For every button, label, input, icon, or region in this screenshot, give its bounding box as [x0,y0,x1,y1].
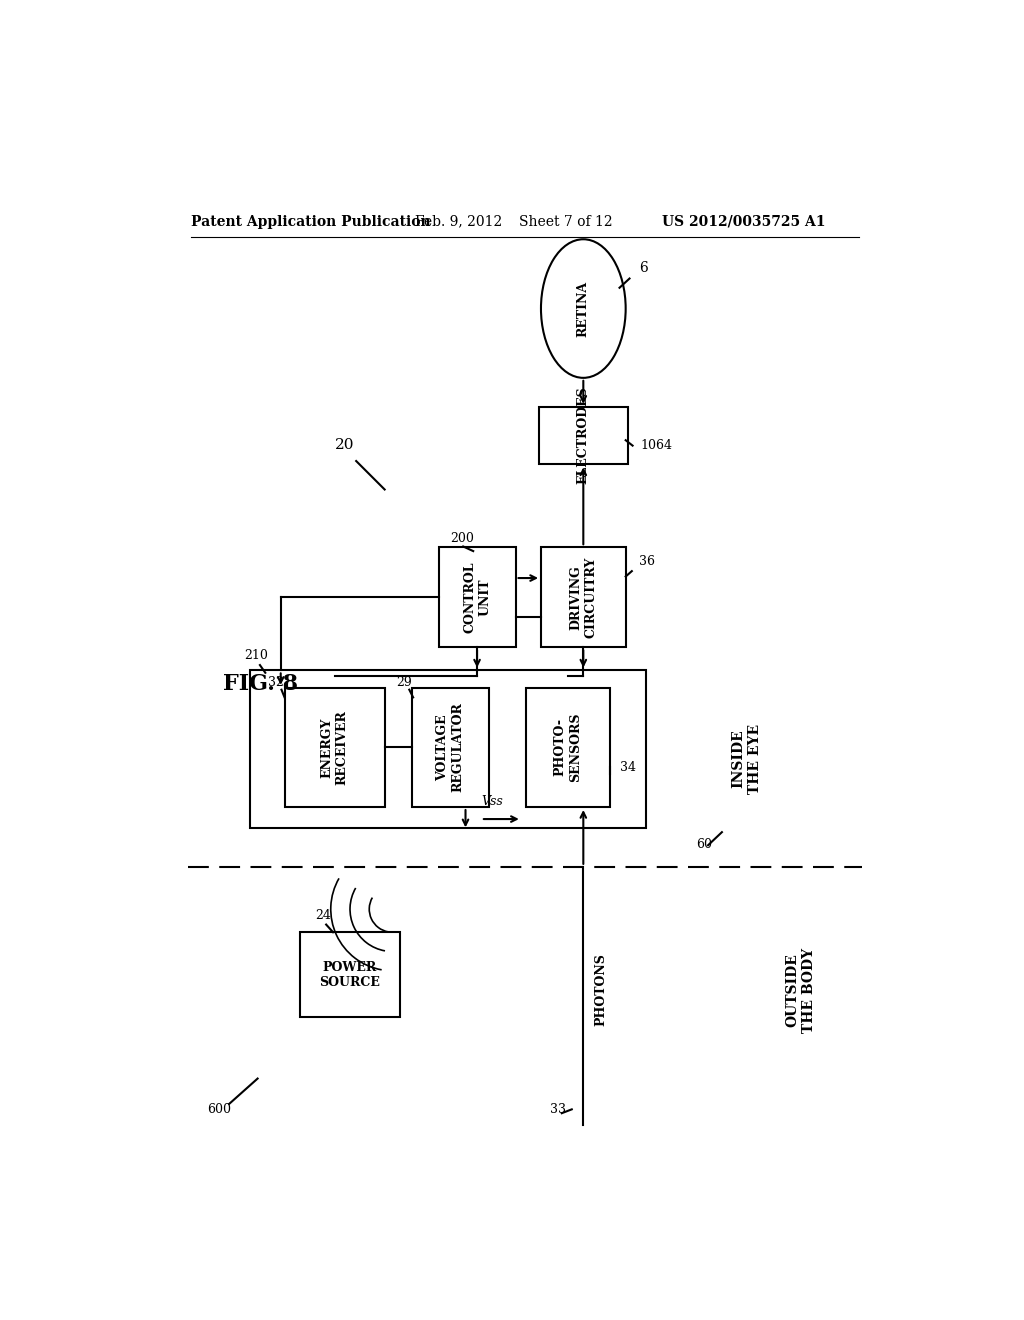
Text: 600: 600 [208,1104,231,1117]
Text: PHOTONS: PHOTONS [595,953,608,1027]
Text: CONTROL
UNIT: CONTROL UNIT [463,561,492,634]
Text: US 2012/0035725 A1: US 2012/0035725 A1 [662,215,825,228]
Text: RETINA: RETINA [577,280,590,337]
Text: POWER
SOURCE: POWER SOURCE [319,961,381,989]
Text: 200: 200 [451,532,474,545]
Text: FIG. 8: FIG. 8 [223,673,298,694]
Text: 6: 6 [639,261,647,276]
Text: VOLTAGE
REGULATOR: VOLTAGE REGULATOR [436,702,464,792]
Text: ENERGY
RECEIVER: ENERGY RECEIVER [321,710,348,785]
Text: Vss: Vss [481,795,503,808]
Text: 36: 36 [639,554,654,568]
Text: 20: 20 [335,438,354,453]
FancyBboxPatch shape [412,688,488,807]
Text: PHOTO-
SENSORS: PHOTO- SENSORS [554,713,582,783]
Text: ELECTRODES: ELECTRODES [577,387,590,484]
Text: INSIDE
THE EYE: INSIDE THE EYE [731,723,762,795]
Text: 29: 29 [396,676,412,689]
Text: 60: 60 [696,838,713,850]
Text: OUTSIDE
THE BODY: OUTSIDE THE BODY [785,948,815,1032]
Text: Feb. 9, 2012: Feb. 9, 2012 [416,215,503,228]
Text: 32: 32 [267,676,284,689]
FancyBboxPatch shape [285,688,385,807]
Text: 34: 34 [620,760,636,774]
Text: DRIVING
CIRCUITRY: DRIVING CIRCUITRY [569,557,597,638]
FancyBboxPatch shape [525,688,610,807]
FancyBboxPatch shape [539,407,628,465]
FancyBboxPatch shape [541,548,626,647]
Text: 24: 24 [315,909,331,923]
FancyBboxPatch shape [250,671,646,829]
Text: 210: 210 [245,649,268,661]
Text: 1064: 1064 [640,440,673,453]
Text: Sheet 7 of 12: Sheet 7 of 12 [518,215,612,228]
FancyBboxPatch shape [438,548,515,647]
Text: Patent Application Publication: Patent Application Publication [190,215,430,228]
Text: 33: 33 [550,1104,566,1117]
FancyBboxPatch shape [300,932,400,1016]
